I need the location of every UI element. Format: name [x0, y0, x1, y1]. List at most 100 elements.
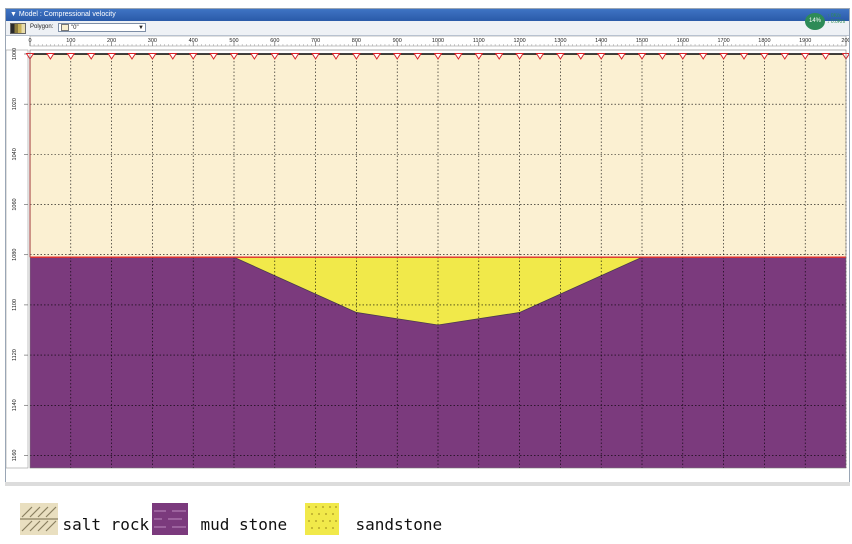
- x-tick-label: 800: [352, 38, 361, 44]
- receiver-marker: [719, 53, 729, 60]
- x-tick-label: 100: [66, 38, 75, 44]
- receiver-marker: [413, 53, 423, 60]
- receiver-marker: [576, 53, 586, 60]
- rate-down-value: 0.0K/s: [830, 19, 846, 25]
- receiver-marker: [698, 53, 708, 60]
- receiver-marker: [66, 53, 76, 60]
- horizontal-scrollbar[interactable]: [5, 482, 850, 486]
- y-tick-label: 1040: [12, 148, 18, 160]
- receiver-marker: [168, 53, 178, 60]
- x-tick-label: 1000: [432, 38, 444, 44]
- receiver-marker: [678, 53, 688, 60]
- receiver-marker: [739, 53, 749, 60]
- y-tick-label: 1120: [12, 349, 18, 361]
- arrow-up-icon: ↑: [827, 13, 830, 19]
- receiver-marker: [535, 53, 545, 60]
- legend-label: salt rock: [62, 515, 150, 534]
- x-tick-label: 1500: [636, 38, 648, 44]
- receiver-marker: [515, 53, 525, 60]
- x-tick-label: 500: [229, 38, 238, 44]
- legend-item-mud-stone: mud stone: [152, 503, 287, 535]
- x-tick-label: 400: [189, 38, 198, 44]
- receiver-marker: [800, 53, 810, 60]
- salt-rock-swatch-icon: [20, 503, 58, 535]
- receiver-marker: [351, 53, 361, 60]
- plot-frame: [29, 49, 847, 469]
- receiver-marker: [433, 53, 443, 60]
- receiver-marker: [249, 53, 259, 60]
- x-tick-label: 1300: [554, 38, 566, 44]
- chevron-down-icon: ▼: [138, 25, 144, 31]
- x-tick-label: 1600: [677, 38, 689, 44]
- receiver-marker: [617, 53, 627, 60]
- receiver-marker: [596, 53, 606, 60]
- y-tick-label: 1080: [12, 249, 18, 261]
- polygon-select-value: "0": [71, 25, 79, 32]
- cpu-percent-badge: 14%: [805, 13, 825, 30]
- network-status-widget: 14% ↑ 0K/s ↓ 0.0K/s: [803, 10, 851, 32]
- receiver-marker: [555, 53, 565, 60]
- polygon-label: Polygon:: [30, 24, 54, 30]
- receiver-marker: [821, 53, 831, 60]
- model-window: ▼ Model : Compressional velocity Polygon…: [5, 8, 851, 483]
- sandstone-swatch-icon: [305, 503, 339, 535]
- y-tick-label: 1020: [12, 98, 18, 110]
- legend-label: sandstone: [355, 515, 443, 534]
- color-palette-button[interactable]: [10, 23, 26, 34]
- mud-stone-swatch-icon: [152, 503, 188, 535]
- x-tick-label: 1200: [513, 38, 525, 44]
- legend-item-sandstone: sandstone: [305, 503, 442, 535]
- receiver-marker: [86, 53, 96, 60]
- receiver-marker: [474, 53, 484, 60]
- x-tick-label: 300: [148, 38, 157, 44]
- window-title: ▼ Model : Compressional velocity: [6, 9, 849, 21]
- receiver-marker: [290, 53, 300, 60]
- receiver-marker: [229, 53, 239, 60]
- receiver-marker: [759, 53, 769, 60]
- transfer-rate: ↑ 0K/s ↓ 0.0K/s: [827, 13, 845, 25]
- y-tick-label: 1060: [12, 198, 18, 210]
- receiver-marker: [780, 53, 790, 60]
- receiver-marker: [657, 53, 667, 60]
- rate-up-value: 0K/s: [830, 13, 841, 19]
- y-tick-label: 1000: [12, 48, 18, 60]
- model-plot[interactable]: 0 100 200 300 400 500 600 700 800 900 1000 1100 1200…: [5, 35, 851, 483]
- legend-label: mud stone: [200, 515, 288, 534]
- y-tick-label: 1140: [12, 399, 18, 411]
- model-canvas[interactable]: 0 100 200 300 400 500 600 700 800 900 1000 1100 1200…: [5, 35, 851, 483]
- receiver-marker: [107, 53, 117, 60]
- receiver-marker: [637, 53, 647, 60]
- x-tick-label: 1700: [717, 38, 729, 44]
- receiver-marker: [311, 53, 321, 60]
- legend: salt rock mud stone sandstone: [0, 495, 852, 544]
- x-tick-label: 1800: [758, 38, 770, 44]
- receiver-marker: [188, 53, 198, 60]
- toolbar: Polygon: "0" ▼: [6, 21, 849, 36]
- receiver-marker: [331, 53, 341, 60]
- receiver-marker: [453, 53, 463, 60]
- y-tick-label: 1160: [12, 450, 18, 462]
- receiver-marker: [127, 53, 137, 60]
- polygon-color-icon: [61, 24, 69, 31]
- arrow-down-icon: ↓: [827, 19, 830, 25]
- receiver-marker: [147, 53, 157, 60]
- x-tick-label: 1100: [473, 38, 485, 44]
- receiver-marker: [494, 53, 504, 60]
- x-tick-label: 700: [311, 38, 320, 44]
- y-tick-label: 1100: [12, 299, 18, 311]
- legend-item-salt-rock: salt rock: [20, 503, 149, 535]
- x-tick-label: 900: [393, 38, 402, 44]
- receiver-marker: [270, 53, 280, 60]
- receiver-marker: [45, 53, 55, 60]
- x-tick-label: 200: [107, 38, 116, 44]
- x-tick-label: 0: [28, 38, 31, 44]
- x-tick-label: 1400: [595, 38, 607, 44]
- left-ruler: [5, 49, 29, 469]
- receiver-marker: [209, 53, 219, 60]
- x-tick-label: 200: [841, 38, 849, 44]
- polygon-select[interactable]: "0" ▼: [58, 23, 146, 32]
- x-tick-label: 1900: [799, 38, 811, 44]
- x-tick-label: 600: [270, 38, 279, 44]
- receiver-marker: [372, 53, 382, 60]
- receiver-marker: [392, 53, 402, 60]
